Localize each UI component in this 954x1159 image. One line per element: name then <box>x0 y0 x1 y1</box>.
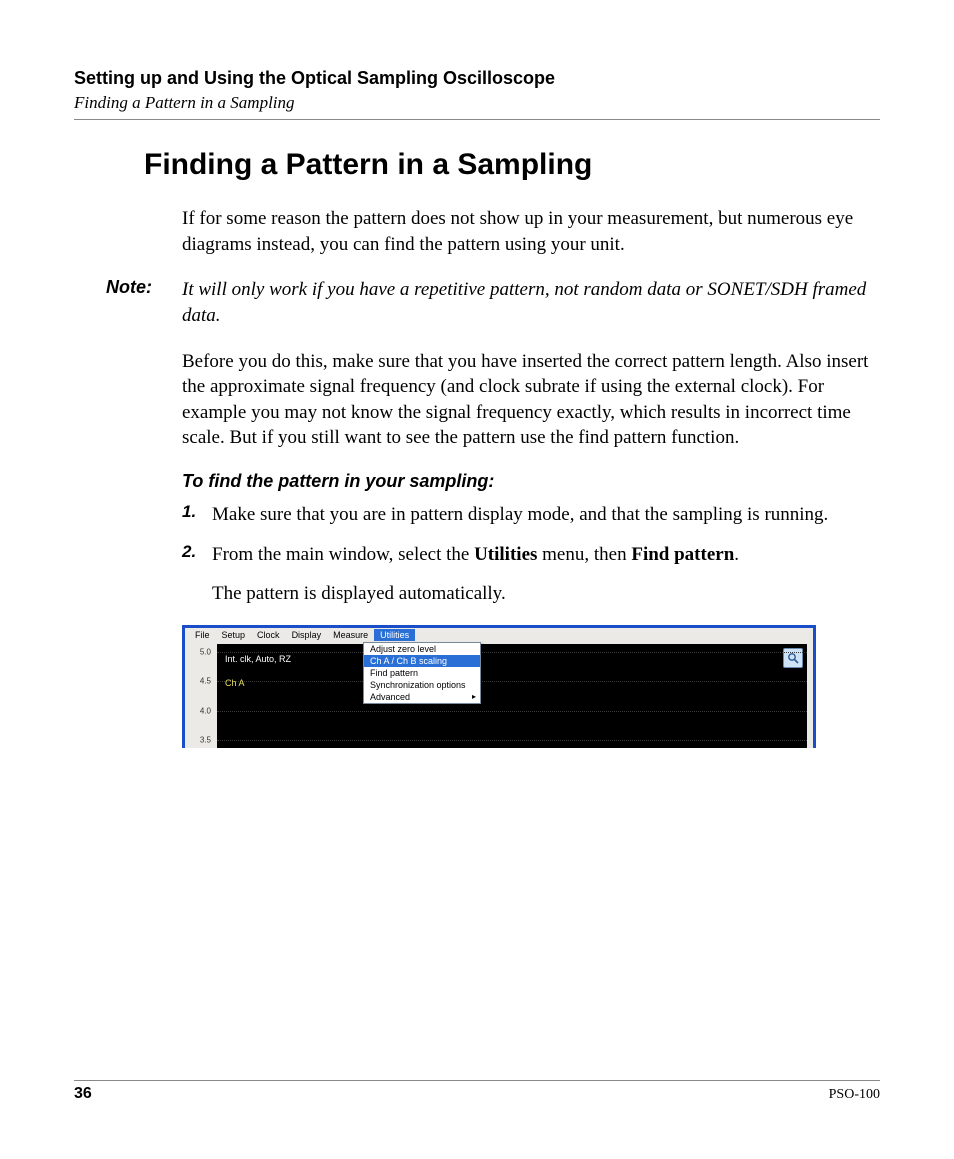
submenu-arrow-icon: ▸ <box>472 692 476 701</box>
y-tick-label: 4.5 <box>200 677 211 686</box>
page-number: 36 <box>74 1085 92 1103</box>
menu-clock[interactable]: Clock <box>251 629 286 641</box>
menubar: FileSetupClockDisplayMeasureUtilities <box>185 628 813 642</box>
step-number: 2. <box>182 542 212 568</box>
y-tick-label: 5.0 <box>200 648 211 657</box>
menu-item-adjust-zero-level[interactable]: Adjust zero level <box>364 643 480 655</box>
steps-list: 1.Make sure that you are in pattern disp… <box>182 502 876 567</box>
intro-paragraph: If for some reason the pattern does not … <box>182 206 876 257</box>
plot-label: Int. clk, Auto, RZ <box>225 654 291 664</box>
before-paragraph: Before you do this, make sure that you h… <box>182 349 876 452</box>
y-tick-label: 3.5 <box>200 735 211 744</box>
menu-display[interactable]: Display <box>286 629 328 641</box>
note-label: Note: <box>74 277 182 328</box>
menu-utilities[interactable]: Utilities <box>374 629 415 641</box>
followup-text: The pattern is displayed automatically. <box>212 581 876 607</box>
menu-item-ch-a-ch-b-scaling[interactable]: Ch A / Ch B scaling <box>364 655 480 667</box>
menu-item-find-pattern[interactable]: Find pattern <box>364 667 480 679</box>
product-code: PSO-100 <box>829 1087 880 1103</box>
step-text: Make sure that you are in pattern displa… <box>212 502 876 528</box>
step-1: 1.Make sure that you are in pattern disp… <box>182 502 876 528</box>
note-block: Note: It will only work if you have a re… <box>74 277 880 328</box>
chapter-title: Setting up and Using the Optical Samplin… <box>74 68 880 89</box>
app-screenshot: FileSetupClockDisplayMeasureUtilities 5.… <box>182 625 816 748</box>
grid-line <box>217 681 807 682</box>
menu-item-advanced[interactable]: Advanced▸ <box>364 691 480 703</box>
menu-setup[interactable]: Setup <box>216 629 252 641</box>
y-axis-ticks: 5.0 4.5 4.0 3.5 <box>185 644 215 748</box>
running-header: Finding a Pattern in a Sampling <box>74 93 880 113</box>
body: If for some reason the pattern does not … <box>182 206 876 257</box>
page-header: Setting up and Using the Optical Samplin… <box>74 68 880 120</box>
note-text: It will only work if you have a repetiti… <box>182 277 880 328</box>
step-2: 2.From the main window, select the Utili… <box>182 542 876 568</box>
menu-file[interactable]: File <box>189 629 216 641</box>
utilities-dropdown: Adjust zero levelCh A / Ch B scalingFind… <box>363 642 481 704</box>
zoom-icon[interactable] <box>783 648 803 668</box>
plot-area: 5.0 4.5 4.0 3.5 Int. clk, Auto, RZ Ch A <box>185 642 813 748</box>
page-footer: 36 PSO-100 <box>74 1080 880 1103</box>
step-number: 1. <box>182 502 212 528</box>
menu-measure[interactable]: Measure <box>327 629 374 641</box>
grid-line <box>217 740 807 741</box>
procedure-subheading: To find the pattern in your sampling: <box>182 471 876 492</box>
magnifier-icon <box>787 652 799 664</box>
y-tick-label: 4.0 <box>200 706 211 715</box>
plot-canvas: Int. clk, Auto, RZ Ch A <box>217 644 807 748</box>
grid-line <box>217 652 807 653</box>
grid-line <box>217 711 807 712</box>
menu-item-synchronization-options[interactable]: Synchronization options <box>364 679 480 691</box>
header-rule <box>74 119 880 120</box>
plot-label: Ch A <box>225 678 245 688</box>
footer-rule <box>74 1080 880 1081</box>
section-heading: Finding a Pattern in a Sampling <box>144 148 880 182</box>
page: Setting up and Using the Optical Samplin… <box>0 0 954 1159</box>
body-continued: Before you do this, make sure that you h… <box>182 349 876 607</box>
step-text: From the main window, select the Utiliti… <box>212 542 876 568</box>
